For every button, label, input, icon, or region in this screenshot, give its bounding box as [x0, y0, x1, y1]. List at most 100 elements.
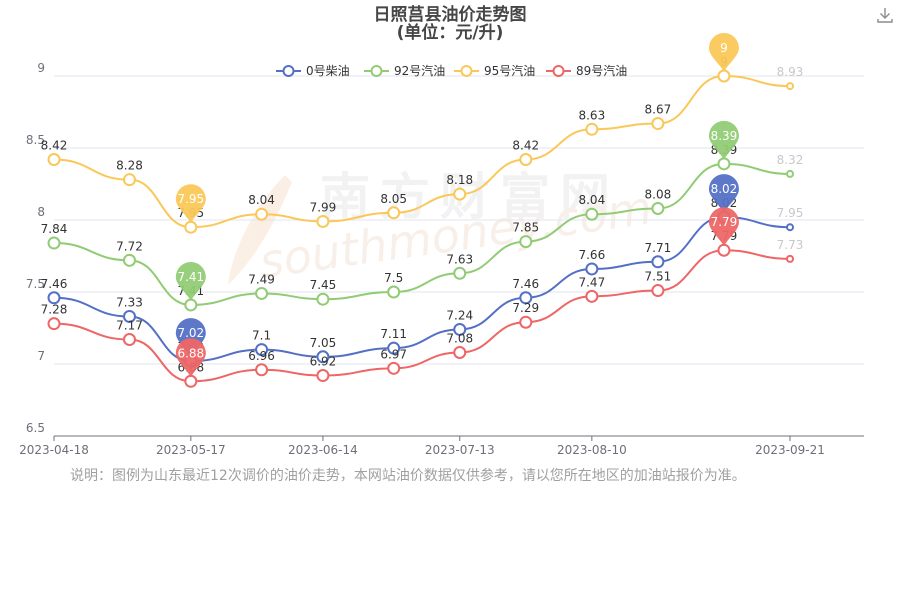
data-point[interactable] — [387, 206, 401, 220]
footnote: 说明：图例为山东最近12次调价的油价走势，本网站油价数据仅供参考，请以您所在地区… — [70, 468, 746, 484]
data-point[interactable] — [255, 363, 269, 377]
data-point[interactable] — [651, 201, 665, 215]
data-point[interactable] — [387, 361, 401, 375]
pin-label: 8.39 — [711, 129, 738, 143]
legend-item[interactable]: 95号汽油 — [454, 63, 535, 78]
data-point[interactable] — [122, 333, 136, 347]
legend-item[interactable]: 92号汽油 — [364, 63, 445, 78]
data-label: 8.04 — [578, 193, 605, 207]
data-label: 8.67 — [645, 103, 672, 117]
data-label: 7.17 — [116, 319, 143, 333]
data-point[interactable] — [122, 173, 136, 187]
data-point[interactable] — [184, 220, 198, 234]
data-label: 7.5 — [384, 271, 403, 285]
series-lines — [47, 69, 794, 388]
legend-item[interactable]: 0号柴油 — [276, 64, 350, 78]
data-point[interactable] — [387, 341, 401, 355]
pin-label: 7.95 — [177, 192, 204, 206]
data-point[interactable] — [122, 253, 136, 267]
data-label: 7.84 — [41, 222, 68, 236]
pin-marker: 8.02 — [708, 174, 739, 214]
data-point[interactable] — [47, 291, 61, 305]
legend-marker — [552, 65, 565, 77]
data-point[interactable] — [651, 255, 665, 269]
y-tick-label: 8.5 — [26, 133, 45, 147]
data-point[interactable] — [387, 285, 401, 299]
pin-label: 9 — [720, 41, 728, 55]
chart-subtitle: (单位：元/升) — [397, 22, 504, 43]
data-point[interactable] — [786, 169, 794, 178]
legend-label: 0号柴油 — [306, 64, 350, 78]
y-tick-label: 7.5 — [26, 277, 45, 291]
x-tick-label: 2023-08-10 — [557, 443, 627, 457]
data-point[interactable] — [255, 343, 269, 357]
data-label: 8.32 — [777, 153, 804, 167]
data-point[interactable] — [122, 309, 136, 323]
data-label: 8.18 — [446, 173, 473, 187]
data-point[interactable] — [47, 317, 61, 331]
data-point[interactable] — [47, 153, 61, 167]
data-label: 7.73 — [777, 238, 804, 252]
y-axis: 6.5 7 7.5 8 8.5 9 — [26, 61, 45, 435]
pin-marker: 9 — [708, 33, 739, 72]
data-point[interactable] — [316, 214, 330, 228]
data-label: 7.51 — [645, 270, 672, 284]
pin-label: 7.02 — [177, 326, 204, 340]
data-label: 8.42 — [512, 139, 539, 153]
data-point[interactable] — [316, 350, 330, 364]
data-point[interactable] — [255, 286, 269, 300]
series-line — [53, 216, 791, 363]
data-point[interactable] — [585, 207, 599, 221]
data-point[interactable] — [316, 292, 330, 306]
data-label: 7.66 — [578, 248, 605, 262]
data-point[interactable] — [717, 69, 731, 83]
series-line — [53, 74, 791, 229]
data-point[interactable] — [184, 298, 198, 312]
data-point[interactable] — [651, 284, 665, 298]
data-point[interactable] — [255, 207, 269, 221]
data-point[interactable] — [585, 122, 599, 136]
download-icon[interactable] — [876, 6, 894, 24]
pin-label: 7.41 — [177, 270, 204, 284]
legend-marker — [460, 65, 473, 77]
data-label: 7.85 — [512, 221, 539, 235]
data-point[interactable] — [717, 157, 731, 171]
data-label: 8.04 — [248, 193, 275, 207]
data-point[interactable] — [184, 374, 198, 388]
data-point[interactable] — [717, 243, 731, 257]
data-label: 7.71 — [645, 241, 672, 255]
data-label: 7.24 — [446, 308, 473, 322]
data-label: 7.08 — [446, 331, 473, 345]
data-point[interactable] — [316, 369, 330, 383]
data-point[interactable] — [453, 345, 467, 359]
data-point[interactable] — [786, 82, 794, 91]
data-point[interactable] — [786, 223, 794, 232]
data-point[interactable] — [786, 254, 794, 263]
data-point[interactable] — [519, 153, 533, 167]
data-point[interactable] — [453, 322, 467, 336]
data-point[interactable] — [585, 289, 599, 303]
data-point[interactable] — [585, 262, 599, 276]
x-tick-label: 2023-07-13 — [425, 443, 495, 457]
legend-marker — [282, 65, 295, 77]
pin-marker: 7.79 — [708, 207, 739, 247]
pin-marker: 8.39 — [708, 120, 739, 160]
data-point[interactable] — [519, 291, 533, 305]
data-point[interactable] — [47, 236, 61, 250]
data-label: 7.33 — [116, 295, 143, 309]
data-point[interactable] — [453, 187, 467, 201]
data-label: 7.99 — [310, 200, 337, 214]
data-label: 8.08 — [645, 187, 672, 201]
data-label: 6.92 — [310, 355, 337, 369]
data-label: 7.95 — [777, 206, 804, 220]
data-point[interactable] — [651, 117, 665, 131]
pin-markers: 7.02 8.02 7.41 8.39 7.95 9 6.88 7.79 — [175, 33, 739, 378]
data-label: 7.11 — [380, 327, 407, 341]
data-point[interactable] — [519, 235, 533, 249]
data-label: 7.46 — [41, 277, 68, 291]
pin-marker: 6.88 — [175, 338, 206, 378]
data-point[interactable] — [519, 315, 533, 329]
legend-item[interactable]: 89号汽油 — [546, 63, 627, 78]
data-point[interactable] — [453, 266, 467, 280]
